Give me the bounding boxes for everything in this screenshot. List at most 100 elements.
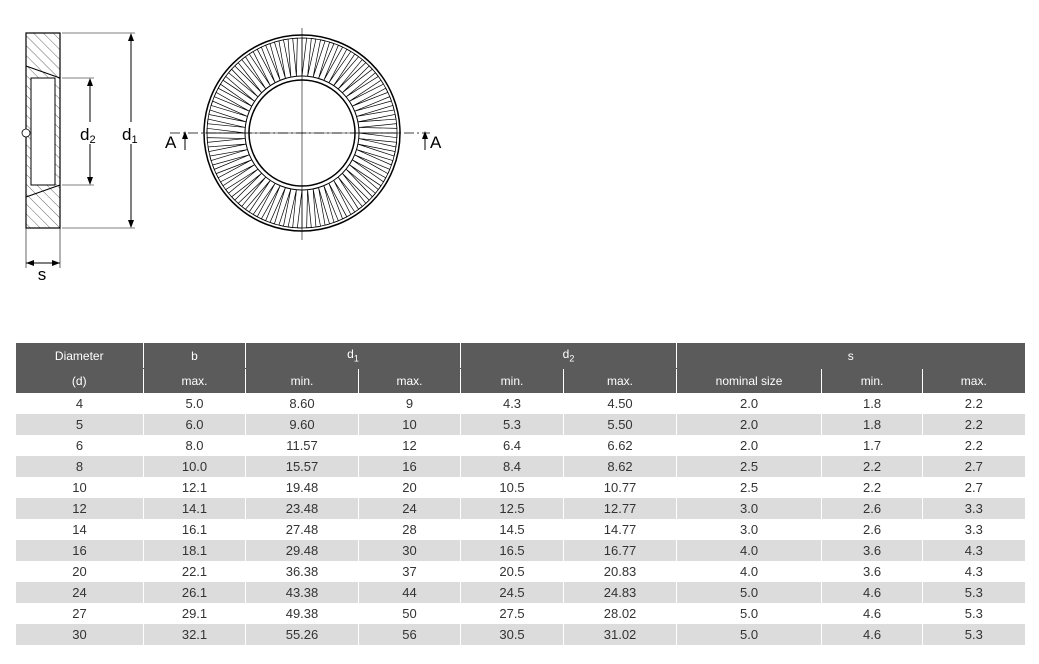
header-text: d [347, 347, 354, 362]
serration [323, 185, 339, 223]
table-cell: 16 [357, 456, 461, 477]
header-cell: max. [563, 368, 677, 393]
serration [354, 96, 392, 112]
section-label: A [165, 133, 177, 152]
table-cell: 4.3 [922, 561, 1025, 582]
serration [209, 149, 248, 162]
table-cell: 8.62 [563, 456, 677, 477]
serration [352, 159, 387, 183]
table-cell: 16.1 [143, 519, 246, 540]
serration [352, 87, 389, 107]
serration [207, 143, 247, 152]
serration [260, 185, 281, 222]
serration [318, 187, 331, 226]
serration [225, 168, 259, 194]
table-cell: 20 [15, 561, 144, 582]
table-cell: 49.38 [245, 603, 359, 624]
table-cell: 8.60 [245, 393, 359, 414]
serration [328, 48, 352, 83]
serration [237, 176, 267, 207]
header-sub: 2 [569, 353, 575, 364]
table-cell: 10 [15, 477, 144, 498]
serration [215, 159, 252, 179]
table-row: 14 16.1 27.48 28 14.5 14.77 3.0 2.6 3.3 [15, 519, 1025, 540]
table-cell: 9.60 [245, 414, 359, 435]
table-cell: 2.7 [922, 456, 1025, 477]
table-cell: 14.77 [563, 519, 677, 540]
serration [349, 79, 384, 102]
table-cell: 30 [357, 540, 461, 561]
table-cell: 4.0 [676, 561, 822, 582]
table-row: 12 14.1 23.48 24 12.5 12.77 3.0 2.6 3.3 [15, 498, 1025, 519]
serration [273, 40, 286, 79]
serration [349, 164, 382, 191]
header-cell: nominal size [676, 368, 822, 393]
table-cell: 4.6 [821, 582, 923, 603]
serration [234, 62, 262, 93]
serration [241, 56, 267, 90]
table-cell: 10 [357, 414, 461, 435]
table-cell: 4.6 [821, 624, 923, 645]
table-cell: 12 [15, 498, 144, 519]
dimension-table: Diameter b d1 d2 s (d) max. min. max. min. max. nom… [15, 343, 1025, 645]
table-row: 6 8.0 11.57 12 6.4 6.62 2.0 1.7 2.2 [15, 435, 1025, 456]
table-cell: 43.38 [245, 582, 359, 603]
serration [358, 123, 398, 129]
table-cell: 50 [357, 603, 461, 624]
serration [306, 189, 312, 229]
serration [283, 38, 292, 78]
table-row: 27 29.1 49.38 50 27.5 28.02 5.0 4.6 5.3 [15, 603, 1025, 624]
table-cell: 24 [15, 582, 144, 603]
header-cell: d2 [460, 343, 677, 369]
table-cell: 6 [15, 435, 144, 456]
serration [244, 180, 271, 213]
table-cell: 29.48 [245, 540, 359, 561]
table-cell: 11.57 [245, 435, 359, 456]
table-row: 10 12.1 19.48 20 10.5 10.77 2.5 2.2 2.7 [15, 477, 1025, 498]
serration [231, 173, 262, 201]
table-cell: 14.1 [143, 498, 246, 519]
section-label: A [430, 133, 442, 152]
table-cell: 16 [15, 540, 144, 561]
table-cell: 26.1 [143, 582, 246, 603]
table-cell: 2.0 [676, 414, 822, 435]
serration [345, 72, 379, 98]
table-cell: 8.0 [143, 435, 246, 456]
serration [337, 176, 363, 210]
table-cell: 2.2 [922, 435, 1025, 456]
table-row: 20 22.1 36.38 37 20.5 20.83 4.0 3.6 4.3 [15, 561, 1025, 582]
table-cell: 2.6 [821, 498, 923, 519]
serration [220, 164, 255, 187]
table-cell: 2.7 [922, 477, 1025, 498]
table-cell: 3.6 [821, 540, 923, 561]
serration [312, 39, 326, 78]
header-cell: min. [245, 368, 359, 393]
serration [345, 168, 376, 198]
serration [292, 37, 298, 77]
table-cell: 5.0 [676, 582, 822, 603]
table-cell: 4.50 [563, 393, 677, 414]
serration [228, 68, 259, 98]
table-cell: 6.62 [563, 435, 677, 456]
serration [333, 180, 356, 215]
header-cell: s [676, 343, 1025, 369]
header-cell: max. [922, 368, 1025, 393]
serration [356, 104, 395, 117]
table-cell: 5.3 [922, 582, 1025, 603]
table-cell: 18.1 [143, 540, 246, 561]
serration [333, 53, 360, 86]
serration [256, 46, 276, 83]
serration [213, 91, 250, 112]
table-cell: 4.6 [821, 603, 923, 624]
serration [217, 83, 252, 107]
table-cell: 20.5 [460, 561, 564, 582]
table-cell: 5.0 [676, 624, 822, 645]
table-cell: 16.5 [460, 540, 564, 561]
table-cell: 8.4 [460, 456, 564, 477]
table-cell: 2.5 [676, 477, 822, 498]
table-cell: 27 [15, 603, 144, 624]
table-cell: 28.02 [563, 603, 677, 624]
table-cell: 15.57 [245, 456, 359, 477]
table-cell: 2.5 [676, 456, 822, 477]
table-cell: 4.3 [460, 393, 564, 414]
